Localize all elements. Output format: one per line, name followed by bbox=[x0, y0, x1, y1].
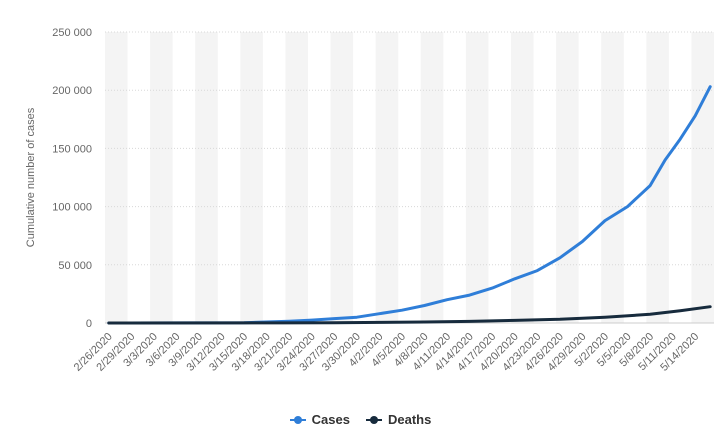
legend-item-deaths[interactable]: Deaths bbox=[365, 412, 432, 427]
plot-band bbox=[646, 32, 669, 323]
legend-item-cases[interactable]: Cases bbox=[289, 412, 350, 427]
legend-label-deaths: Deaths bbox=[387, 412, 432, 427]
plot-band bbox=[285, 32, 308, 323]
plot-band bbox=[465, 32, 489, 323]
deaths-swatch-icon bbox=[365, 415, 382, 425]
x-axis-ticks: 2/26/20202/29/20203/3/20203/6/20203/9/20… bbox=[72, 331, 702, 374]
series-lines bbox=[107, 85, 712, 325]
plot-band bbox=[330, 32, 354, 323]
legend: Cases Deaths bbox=[0, 412, 721, 427]
plot-band bbox=[601, 32, 624, 323]
plot-band bbox=[556, 32, 579, 323]
y-tick-label: 250 000 bbox=[52, 27, 92, 39]
y-tick-label: 200 000 bbox=[52, 85, 92, 97]
series-line-deaths bbox=[107, 305, 712, 325]
plot-band bbox=[691, 32, 714, 323]
series-line-cases bbox=[107, 85, 712, 325]
y-tick-label: 100 000 bbox=[52, 202, 92, 214]
legend-label-cases: Cases bbox=[311, 412, 350, 427]
y-tick-label: 150 000 bbox=[52, 143, 92, 155]
plot-band bbox=[375, 32, 399, 323]
plot-band bbox=[195, 32, 218, 323]
alternating-bands bbox=[105, 32, 714, 323]
y-tick-label: 50 000 bbox=[58, 260, 92, 272]
plot-band bbox=[420, 32, 444, 323]
y-axis-ticks: 0 50 000 100 000 150 000 200 000 250 000 bbox=[52, 27, 92, 330]
plot-band bbox=[150, 32, 173, 323]
cases-swatch-icon bbox=[289, 415, 306, 425]
y-tick-label: 0 bbox=[86, 318, 92, 330]
y-axis-title: Cumulative number of cases bbox=[25, 107, 37, 247]
plot-band bbox=[240, 32, 263, 323]
plot-band bbox=[511, 32, 534, 323]
plot-band bbox=[105, 32, 128, 323]
